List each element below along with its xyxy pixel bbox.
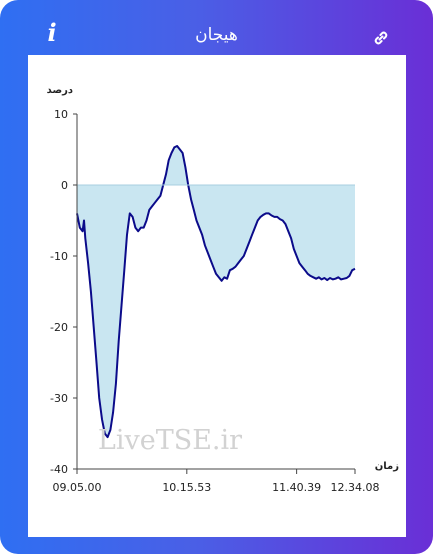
y-axis-label: درصد xyxy=(47,85,73,96)
chart-panel: درصد زمان 10 0 -10 -20 -30 -40 09.05.00 10.15.… xyxy=(28,55,406,537)
x-ticks: 09.05.00 10.15.53 11.40.39 12.34.08 xyxy=(53,469,380,494)
y-tick-label: -30 xyxy=(50,392,68,405)
info-icon[interactable]: i xyxy=(47,18,57,47)
y-tick-label: -40 xyxy=(50,463,68,476)
y-tick-label: -20 xyxy=(50,321,68,334)
x-tick-label: 11.40.39 xyxy=(272,481,321,494)
link-icon[interactable] xyxy=(372,29,390,47)
watermark: LiveTSE.ir xyxy=(98,425,242,456)
x-tick-label: 12.34.08 xyxy=(331,481,380,494)
header: i هیجان xyxy=(0,0,433,60)
y-tick-label: 10 xyxy=(54,108,68,121)
emotion-chart: درصد زمان 10 0 -10 -20 -30 -40 09.05.00 10.15.… xyxy=(47,85,400,494)
plot-area xyxy=(76,145,356,439)
x-tick-label: 10.15.53 xyxy=(162,481,211,494)
y-tick-label: 0 xyxy=(61,179,68,192)
y-ticks: 10 0 -10 -20 -30 -40 xyxy=(50,108,77,476)
area-fill xyxy=(77,146,355,438)
x-tick-label: 09.05.00 xyxy=(53,481,102,494)
data-line xyxy=(76,145,356,439)
y-tick-label: -10 xyxy=(50,250,68,263)
page-title: هیجان xyxy=(195,25,238,45)
x-axis-label: زمان xyxy=(375,461,399,472)
